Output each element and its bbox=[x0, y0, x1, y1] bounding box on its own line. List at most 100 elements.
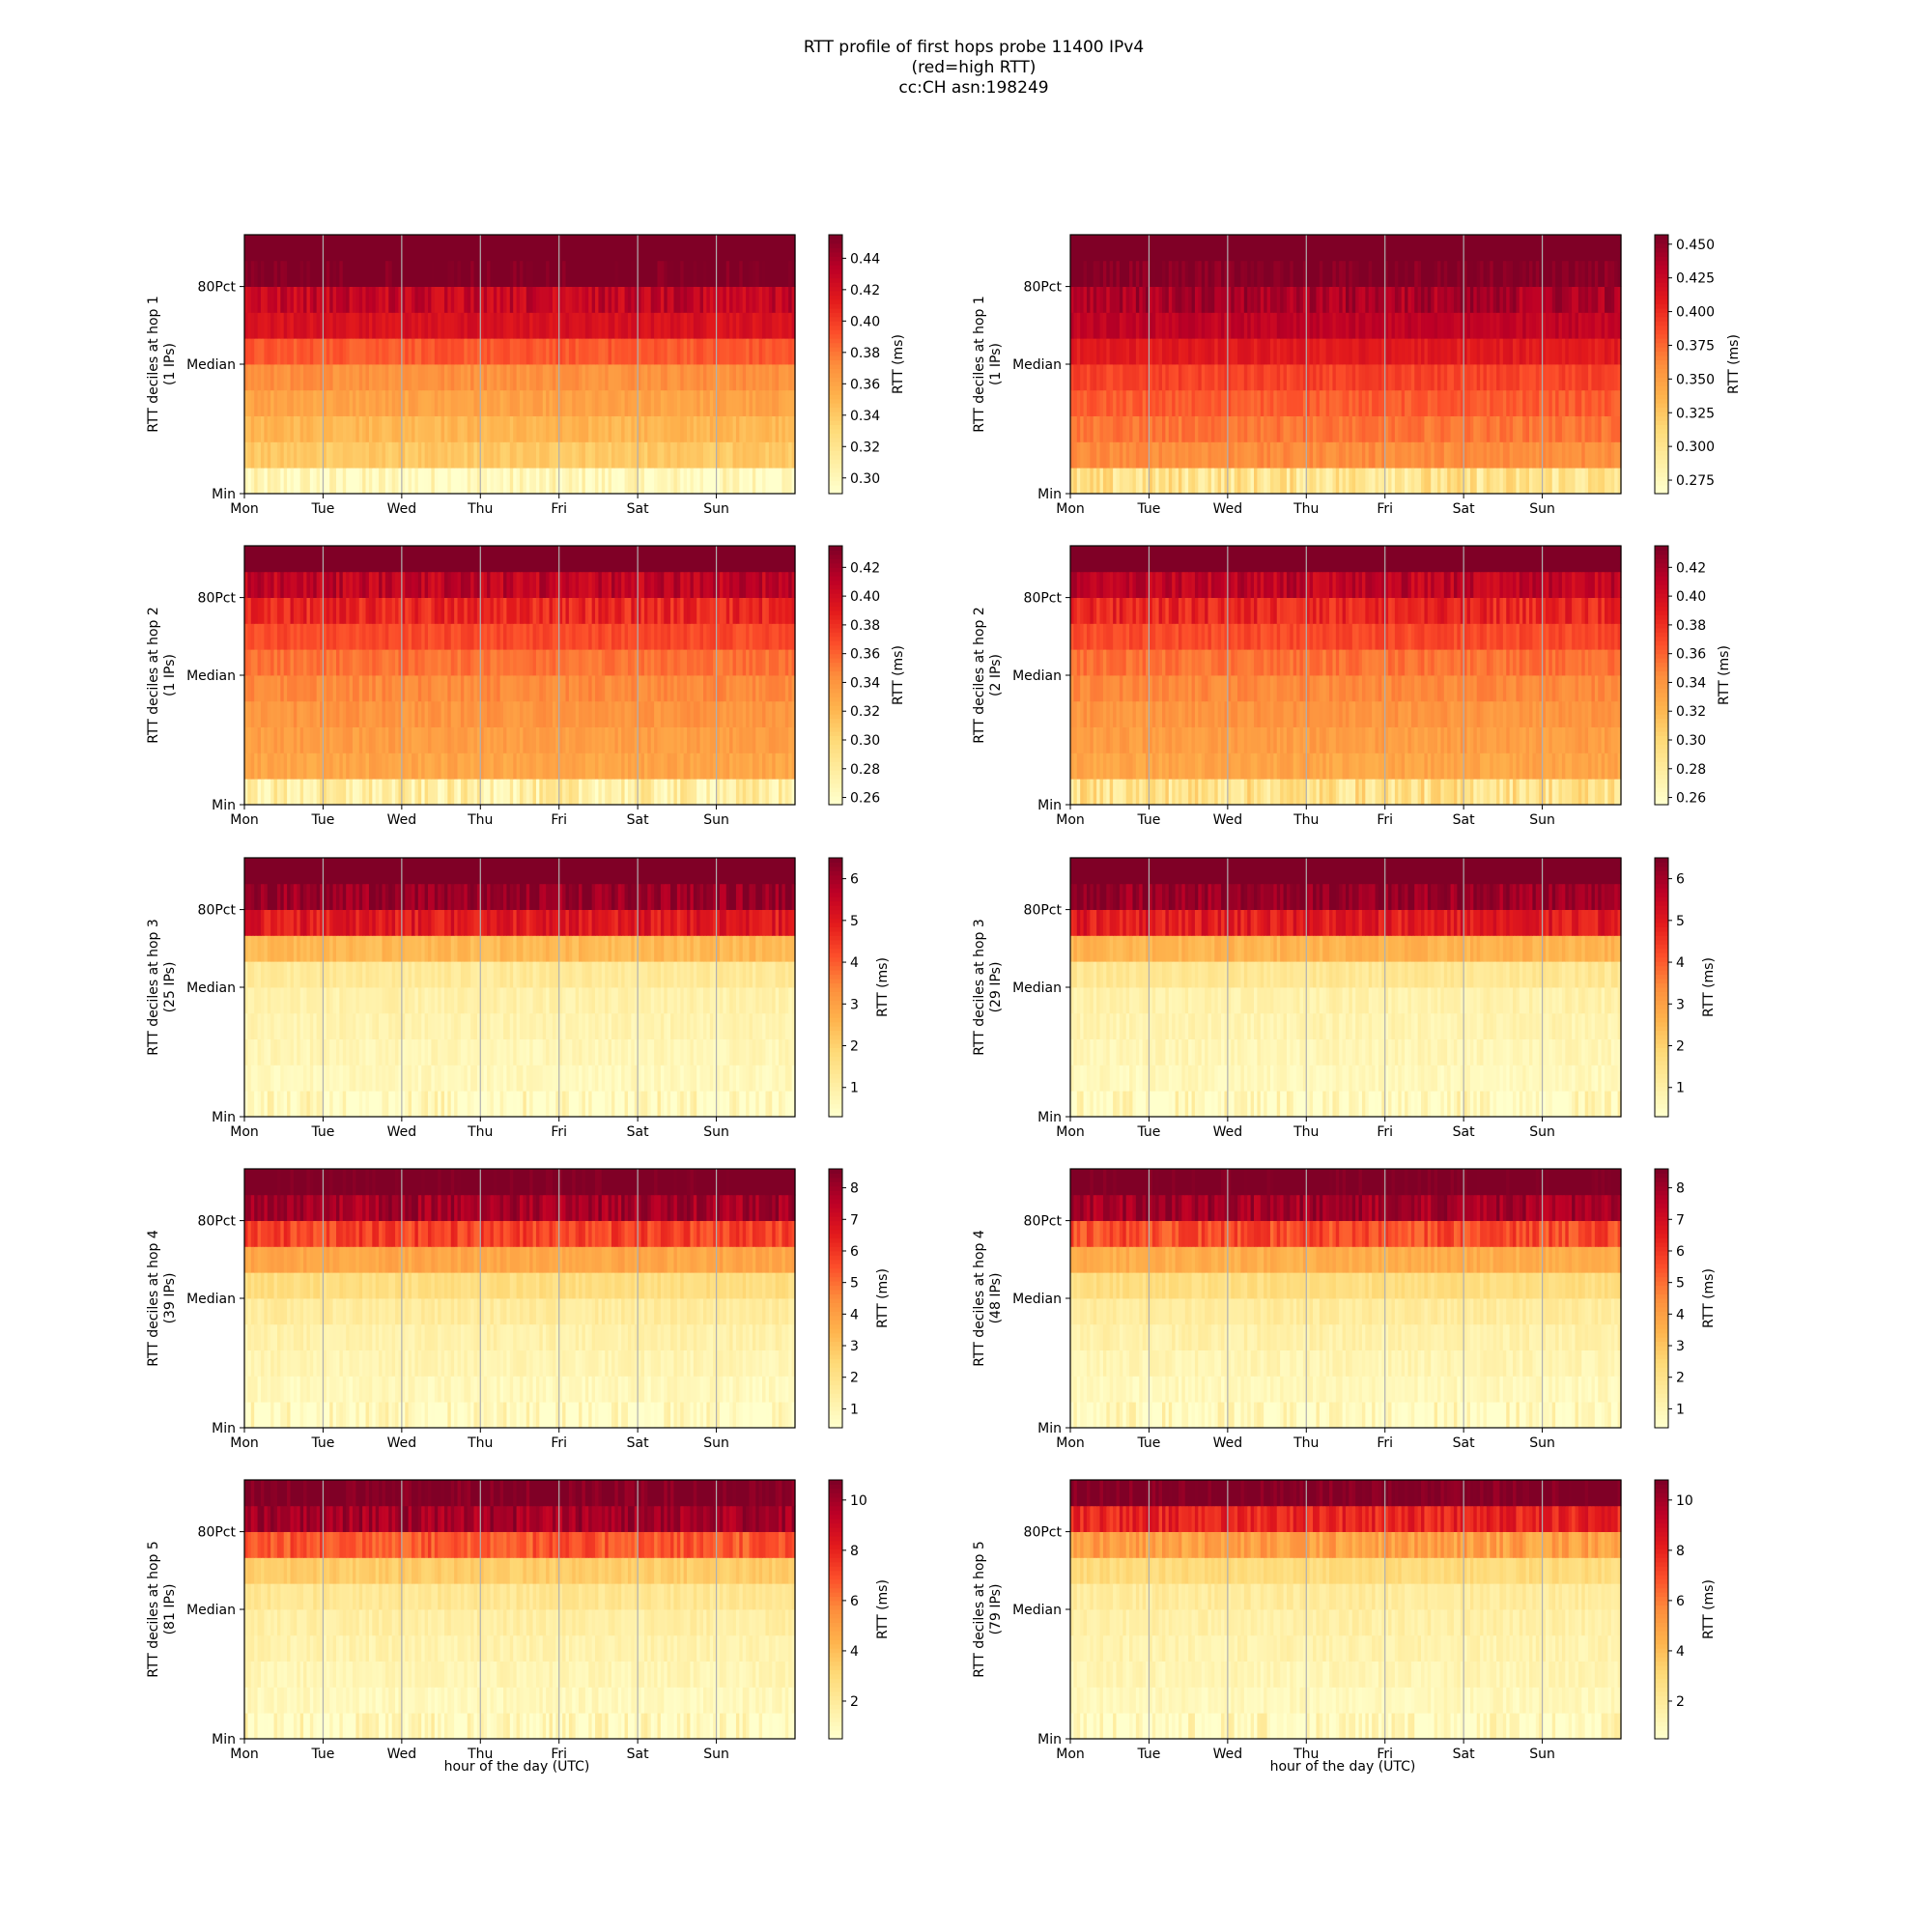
heatmap-cell bbox=[765, 779, 770, 806]
heatmap-cell bbox=[1073, 286, 1078, 313]
heatmap-cell bbox=[1132, 235, 1137, 262]
heatmap-cell bbox=[395, 235, 400, 262]
heatmap-cell bbox=[1257, 286, 1262, 313]
heatmap-cell bbox=[1313, 260, 1318, 287]
heatmap-cell bbox=[608, 726, 612, 753]
heatmap-cell bbox=[1198, 338, 1203, 365]
heatmap-cell bbox=[1607, 338, 1612, 365]
heatmap-cell bbox=[1210, 441, 1215, 469]
heatmap-cell bbox=[1178, 441, 1182, 469]
heatmap-cell bbox=[470, 312, 475, 339]
heatmap-cell bbox=[529, 286, 534, 313]
heatmap-cell bbox=[460, 753, 465, 780]
heatmap-cell bbox=[572, 312, 577, 339]
colorbar-segment bbox=[829, 286, 842, 292]
heatmap-cell bbox=[490, 753, 495, 780]
heatmap-cell bbox=[699, 364, 704, 391]
heatmap-cell bbox=[1542, 441, 1547, 469]
heatmap-cell bbox=[1561, 441, 1566, 469]
heatmap-cell bbox=[1260, 415, 1264, 442]
heatmap-cell bbox=[352, 260, 356, 287]
heatmap-cell bbox=[647, 338, 652, 365]
heatmap-cell bbox=[424, 364, 429, 391]
heatmap-cell bbox=[529, 441, 534, 469]
heatmap-cell bbox=[1532, 389, 1537, 416]
heatmap-cell bbox=[349, 700, 354, 727]
heatmap-cell bbox=[1283, 468, 1288, 495]
heatmap-cell bbox=[421, 753, 426, 780]
heatmap-cell bbox=[664, 675, 668, 702]
heatmap-cell bbox=[293, 726, 298, 753]
heatmap-cell bbox=[680, 338, 685, 365]
heatmap-cell bbox=[558, 779, 563, 806]
heatmap-cell bbox=[388, 649, 393, 676]
heatmap-cell bbox=[1391, 260, 1396, 287]
heatmap-cell bbox=[1250, 312, 1255, 339]
heatmap-cell bbox=[1437, 260, 1441, 287]
heatmap-cell bbox=[1584, 260, 1589, 287]
heatmap-cell bbox=[1329, 338, 1334, 365]
heatmap-cell bbox=[1332, 235, 1337, 262]
heatmap-cell bbox=[614, 700, 619, 727]
heatmap-cell bbox=[339, 338, 344, 365]
heatmap-cell bbox=[355, 675, 360, 702]
heatmap-cell bbox=[699, 441, 704, 469]
heatmap-cell bbox=[503, 700, 508, 727]
heatmap-cell bbox=[1601, 235, 1605, 262]
heatmap-cell bbox=[568, 726, 573, 753]
heatmap-cell bbox=[1234, 415, 1238, 442]
heatmap-cell bbox=[709, 441, 714, 469]
heatmap-cell bbox=[640, 441, 645, 469]
heatmap-cell bbox=[1349, 235, 1353, 262]
heatmap-cell bbox=[687, 700, 692, 727]
heatmap-cell bbox=[1558, 441, 1563, 469]
heatmap-cell bbox=[1276, 441, 1281, 469]
heatmap-cell bbox=[355, 441, 360, 469]
heatmap-cell bbox=[549, 260, 554, 287]
heatmap-cell bbox=[601, 726, 606, 753]
heatmap-cell bbox=[1463, 441, 1468, 469]
heatmap-cell bbox=[1332, 338, 1337, 365]
heatmap-cell bbox=[447, 312, 452, 339]
heatmap-cell bbox=[784, 779, 789, 806]
heatmap-cell bbox=[520, 700, 524, 727]
heatmap-cell bbox=[483, 260, 488, 287]
heatmap-cell bbox=[1496, 364, 1501, 391]
heatmap-cell bbox=[1210, 286, 1215, 313]
heatmap-cell bbox=[1466, 286, 1471, 313]
heatmap-cell bbox=[1325, 415, 1330, 442]
heatmap-cell bbox=[781, 441, 786, 469]
heatmap-cell bbox=[746, 260, 751, 287]
heatmap-cell bbox=[565, 260, 570, 287]
heatmap-cell bbox=[549, 235, 554, 262]
heatmap-cell bbox=[421, 726, 426, 753]
heatmap-cell bbox=[352, 700, 356, 727]
heatmap-cell bbox=[1240, 260, 1245, 287]
heatmap-cell bbox=[247, 779, 252, 806]
heatmap-cell bbox=[634, 312, 639, 339]
heatmap-cell bbox=[342, 260, 347, 287]
heatmap-cell bbox=[283, 286, 288, 313]
heatmap-cell bbox=[1594, 260, 1599, 287]
heatmap-cell bbox=[499, 441, 504, 469]
heatmap-cell bbox=[1165, 338, 1170, 365]
heatmap-cell bbox=[454, 726, 459, 753]
heatmap-cell bbox=[1155, 415, 1160, 442]
heatmap-cell bbox=[290, 726, 295, 753]
heatmap-cell bbox=[1591, 441, 1596, 469]
heatmap-cell bbox=[1231, 235, 1236, 262]
heatmap-cell bbox=[1434, 260, 1438, 287]
heatmap-cell bbox=[323, 235, 327, 262]
heatmap-cell bbox=[297, 312, 301, 339]
heatmap-cell bbox=[680, 235, 685, 262]
heatmap-cell bbox=[699, 260, 704, 287]
heatmap-cell bbox=[1492, 415, 1497, 442]
heatmap-cell bbox=[379, 779, 384, 806]
heatmap-cell bbox=[1184, 286, 1189, 313]
heatmap-cell bbox=[696, 649, 701, 676]
heatmap-cell bbox=[650, 389, 655, 416]
heatmap-cell bbox=[572, 235, 577, 262]
heatmap-cell bbox=[1158, 235, 1163, 262]
heatmap-cell bbox=[1572, 312, 1577, 339]
heatmap-cell bbox=[379, 700, 384, 727]
